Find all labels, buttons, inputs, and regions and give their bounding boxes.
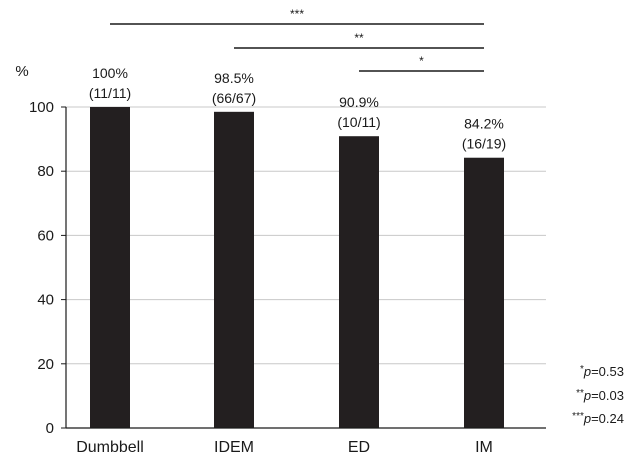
y-tick-label: 100 [29, 99, 54, 116]
significance-layer: ****** [110, 7, 484, 72]
y-tick-label: 80 [37, 163, 54, 180]
p-value-line: **p=0.03 [576, 388, 624, 403]
p-value-symbol: p [583, 411, 591, 426]
bar-dumbbell [90, 107, 130, 428]
y-tick-label: 60 [37, 227, 54, 244]
label-layer: Dumbbell 100% (11/11) IDEM 98.5% (66/67) ED 90.… [76, 65, 506, 456]
p-value-stars: ** [576, 388, 584, 399]
bar-idem [214, 111, 254, 428]
x-category-label: ED [348, 439, 370, 456]
data-label-percent: 100% [92, 65, 128, 81]
y-axis-unit-label: % [15, 63, 28, 80]
p-value-symbol: p [583, 388, 591, 403]
p-value-line: *p=0.53 [580, 364, 624, 379]
significance-mark: *** [290, 7, 304, 21]
y-tick-label: 20 [37, 356, 54, 373]
p-value-number: =0.53 [591, 364, 624, 379]
x-category-label: IDEM [214, 439, 254, 456]
data-label-percent: 84.2% [464, 116, 504, 132]
p-value-number: =0.24 [591, 411, 624, 426]
axis-layer: 0 20 40 60 80 100% [15, 63, 546, 437]
data-label-percent: 90.9% [339, 94, 379, 110]
bar-layer [90, 107, 504, 428]
x-category-label: IM [475, 439, 493, 456]
significance-mark: * [419, 54, 424, 68]
p-value-stars: *** [572, 411, 584, 422]
x-category-label: Dumbbell [76, 439, 144, 456]
p-value-line: ***p=0.24 [572, 411, 624, 426]
p-value-number: =0.03 [591, 388, 624, 403]
bar-ed [339, 136, 379, 428]
p-value-stars: * [580, 364, 584, 375]
y-tick-label: 40 [37, 292, 54, 309]
data-label-count: (11/11) [89, 85, 131, 101]
p-value-legend: *p=0.53**p=0.03***p=0.24 [572, 364, 624, 426]
p-value-symbol: p [583, 364, 591, 379]
data-label-percent: 98.5% [214, 70, 254, 86]
bar-im [464, 157, 504, 428]
y-tick-label: 0 [46, 420, 54, 437]
data-label-count: (66/67) [212, 90, 256, 106]
data-label-count: (10/11) [337, 114, 380, 130]
data-label-count: (16/19) [462, 136, 506, 152]
significance-mark: ** [354, 31, 364, 45]
